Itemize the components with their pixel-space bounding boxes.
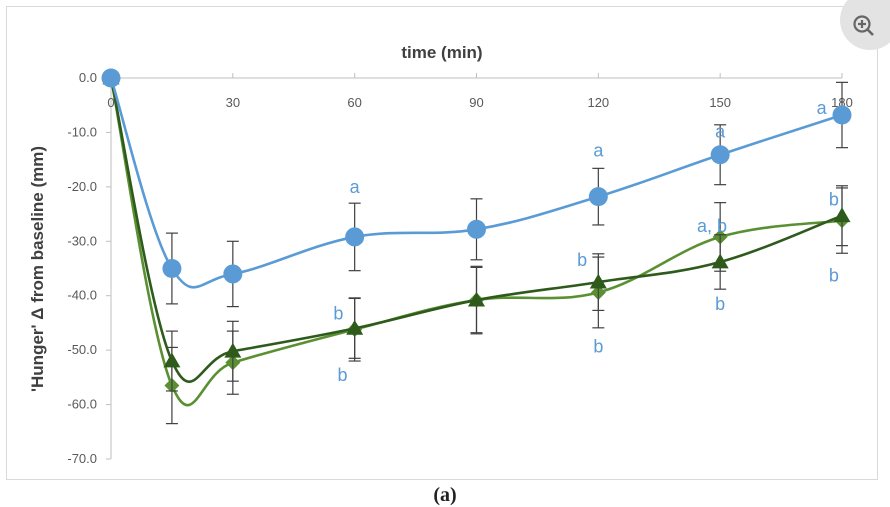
y-tick-label: -30.0 xyxy=(67,233,97,248)
significance-label: b xyxy=(829,189,839,209)
x-tick-label: 90 xyxy=(469,95,483,110)
data-point xyxy=(224,342,242,358)
data-point xyxy=(346,319,364,335)
significance-label: b xyxy=(337,365,347,385)
significance-label: b xyxy=(333,304,343,324)
data-point xyxy=(711,253,729,269)
data-point xyxy=(468,291,485,307)
y-tick-label: -20.0 xyxy=(67,179,97,194)
significance-label: b xyxy=(715,294,725,314)
x-tick-label: 60 xyxy=(347,95,361,110)
x-tick-label: 120 xyxy=(587,95,609,110)
data-point xyxy=(467,219,486,239)
chart-frame xyxy=(6,6,878,480)
data-point xyxy=(101,68,121,88)
significance-labels: a a a a a, b b b b b b b b xyxy=(333,98,838,385)
y-axis-title: 'Hunger' Δ from baseline (mm) xyxy=(28,146,47,392)
data-point xyxy=(163,352,181,368)
significance-label: a xyxy=(350,177,361,197)
significance-label: b xyxy=(593,336,603,356)
data-point xyxy=(162,259,182,278)
series-line xyxy=(109,77,843,383)
series-triangle xyxy=(102,69,851,392)
significance-label: a xyxy=(715,121,726,141)
series-circle xyxy=(101,68,852,308)
significance-label: a xyxy=(817,98,828,118)
x-tick-label: 0 xyxy=(107,95,114,110)
significance-label: b xyxy=(829,266,839,286)
data-point xyxy=(345,227,365,247)
data-point xyxy=(710,145,730,165)
y-tick-label: 0.0 xyxy=(79,70,97,85)
x-tick-label: 30 xyxy=(226,95,240,110)
hunger-chart: time (min) 'Hunger' Δ from baseline (mm)… xyxy=(28,43,853,466)
data-point xyxy=(832,105,852,125)
y-tick-label: -50.0 xyxy=(67,342,97,357)
data-point xyxy=(833,207,851,223)
y-tick-label: -60.0 xyxy=(67,397,97,412)
significance-label: a, b xyxy=(697,216,727,236)
panel-label: (a) xyxy=(433,484,457,506)
significance-label: a xyxy=(593,140,604,160)
x-axis-title: time (min) xyxy=(401,43,482,62)
series-layer xyxy=(101,68,852,425)
data-point xyxy=(223,264,243,284)
y-tick-label: -10.0 xyxy=(67,124,97,139)
x-tick-label: 150 xyxy=(709,95,731,110)
y-tick-label: -40.0 xyxy=(67,288,97,303)
y-tick-label: -70.0 xyxy=(67,451,97,466)
significance-label: b xyxy=(577,250,587,270)
zoom-in-button[interactable] xyxy=(840,0,890,50)
zoom-in-icon xyxy=(853,15,874,36)
axes: 0.0 -10.0 -20.0 -30.0 -40.0 -50.0 -60.0 -70.0 0 3… xyxy=(67,70,852,466)
data-point xyxy=(589,273,607,289)
data-point xyxy=(588,187,608,207)
